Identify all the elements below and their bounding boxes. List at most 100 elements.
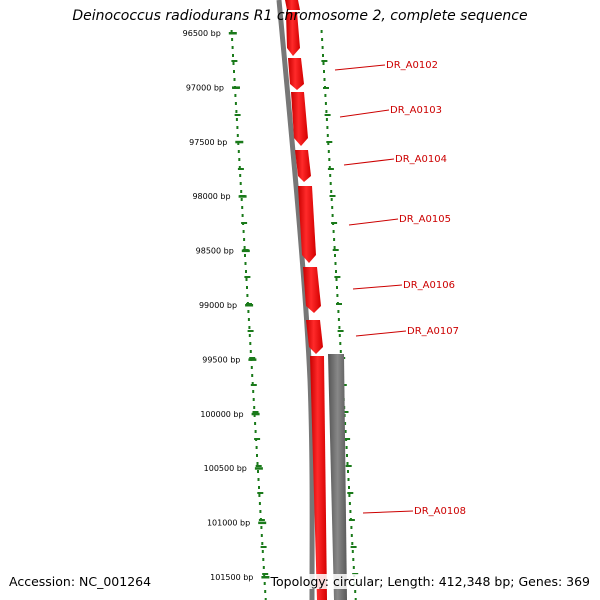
- ruler-dot: [350, 526, 353, 529]
- ruler-dot: [352, 558, 355, 561]
- ruler-minor-tick: [324, 114, 331, 116]
- ruler-dot: [234, 102, 237, 105]
- gene-label[interactable]: DR_A0105: [399, 214, 451, 225]
- ruler-dot: [231, 46, 234, 49]
- ruler-dot: [349, 510, 352, 513]
- ruler-major-tick: [261, 576, 270, 579]
- ruler-dot: [338, 334, 341, 337]
- ruler-dot: [345, 446, 348, 449]
- ruler-dot: [249, 342, 252, 345]
- gene-label[interactable]: DR_A0106: [403, 280, 455, 291]
- ruler-dot: [336, 286, 338, 289]
- ruler-minor-tick: [344, 438, 351, 440]
- gene-dr-a0105[interactable]: [298, 186, 316, 263]
- gene-label[interactable]: DR_A0107: [407, 326, 459, 337]
- gene-dr-a0103[interactable]: [291, 92, 308, 146]
- ruler-dot: [346, 462, 349, 465]
- gene-arrow-continuation: [285, 0, 300, 10]
- ruler-minor-tick: [342, 411, 349, 413]
- ruler-dot: [321, 38, 324, 41]
- ruler-minor-tick: [247, 330, 254, 332]
- ruler-dot: [235, 110, 238, 113]
- ruler-minor-tick: [348, 519, 355, 521]
- ruler-dot: [344, 430, 347, 433]
- gene-leader-line: [355, 330, 407, 337]
- ruler-minor-tick: [257, 492, 264, 494]
- ruler-major-tick: [238, 195, 247, 198]
- chromosome-backbone: [276, 0, 315, 600]
- gene-labels: DR_A0102 DR_A0103 DR_A0104 DR_A0105 DR_A0106…: [334, 60, 466, 517]
- ruler-dot: [321, 46, 324, 49]
- ruler-dot: [257, 478, 260, 481]
- gene-dr-a0108-reverse[interactable]: [328, 354, 347, 600]
- ruler-dot: [230, 30, 233, 33]
- gene-leader-line: [352, 284, 403, 290]
- gene-label[interactable]: DR_A0103: [390, 105, 442, 116]
- ruler-label: 97500 bp: [189, 138, 227, 147]
- ruler-minor-tick: [252, 411, 259, 413]
- ruler-dot: [234, 94, 237, 97]
- ruler-dot: [339, 342, 342, 345]
- gene-leader-line: [348, 218, 399, 226]
- ruler-dot: [325, 118, 328, 121]
- ruler-dot: [246, 286, 248, 289]
- ruler-dot: [347, 470, 349, 473]
- ruler-minor-tick: [234, 114, 241, 116]
- ruler-dot: [263, 574, 266, 577]
- ruler-major-tick: [251, 412, 260, 416]
- ruler-label: 100000 bp: [200, 410, 243, 419]
- ruler-minor-tick: [347, 492, 354, 494]
- ruler-dot: [242, 230, 245, 233]
- ruler-minor-tick: [260, 546, 267, 548]
- ruler-dot: [336, 294, 339, 297]
- ruler-dot: [243, 246, 246, 249]
- ruler-minor-tick: [345, 465, 352, 467]
- ruler-dot: [257, 470, 259, 473]
- ruler-dot: [237, 150, 240, 153]
- ruler-dot: [239, 174, 242, 177]
- ruler-minor-tick: [327, 168, 334, 170]
- ruler-dot: [264, 598, 267, 600]
- ruler-label: 101500 bp: [210, 573, 253, 582]
- gene-label[interactable]: DR_A0104: [395, 154, 447, 165]
- ruler-dot: [233, 78, 236, 81]
- ruler-dot: [334, 254, 336, 257]
- ruler-dot: [326, 134, 329, 137]
- ruler-dot: [251, 374, 254, 377]
- ruler-dot: [354, 598, 357, 600]
- ruler-dot: [251, 382, 254, 385]
- gene-dr-a0104[interactable]: [295, 150, 311, 182]
- ruler-dot: [320, 30, 323, 33]
- gene-leader-line: [339, 109, 390, 118]
- ruler-minor-tick: [350, 546, 357, 548]
- ruler-dot: [323, 78, 326, 81]
- ruler-dot: [247, 310, 250, 313]
- gene-dr-a0101[interactable]: [286, 12, 300, 56]
- ruler-dot: [346, 454, 348, 457]
- ruler-dot: [235, 118, 238, 121]
- ruler-minor-tick: [255, 465, 262, 467]
- gene-dr-a0102[interactable]: [288, 58, 304, 90]
- ruler-dot: [239, 182, 242, 185]
- gene-dr-a0108-forward[interactable]: [310, 356, 327, 600]
- ruler-minor-tick: [329, 195, 336, 197]
- gene-leader-line: [362, 510, 414, 514]
- gene-label[interactable]: DR_A0102: [386, 60, 438, 71]
- ruler-dot: [330, 190, 333, 193]
- ruler-label: 98500 bp: [196, 247, 234, 256]
- ruler-label: 99500 bp: [202, 355, 240, 364]
- ruler: 96500 bp 97000 bp 97500 bp 98000 bp 98500 bp…: [183, 29, 359, 600]
- gene-label[interactable]: DR_A0108: [414, 506, 466, 517]
- ruler-minor-tick: [244, 276, 251, 278]
- gene-dr-a0106[interactable]: [303, 267, 321, 313]
- ruler-dot: [334, 262, 337, 265]
- ruler-dot: [327, 150, 330, 153]
- gene-dr-a0107[interactable]: [306, 320, 323, 354]
- ruler-dot: [249, 350, 252, 353]
- ruler-minor-tick: [336, 303, 342, 305]
- ruler-minor-tick: [334, 276, 341, 278]
- ruler-dot: [325, 110, 328, 113]
- ruler-dot: [348, 486, 350, 489]
- ruler-dot: [322, 62, 325, 65]
